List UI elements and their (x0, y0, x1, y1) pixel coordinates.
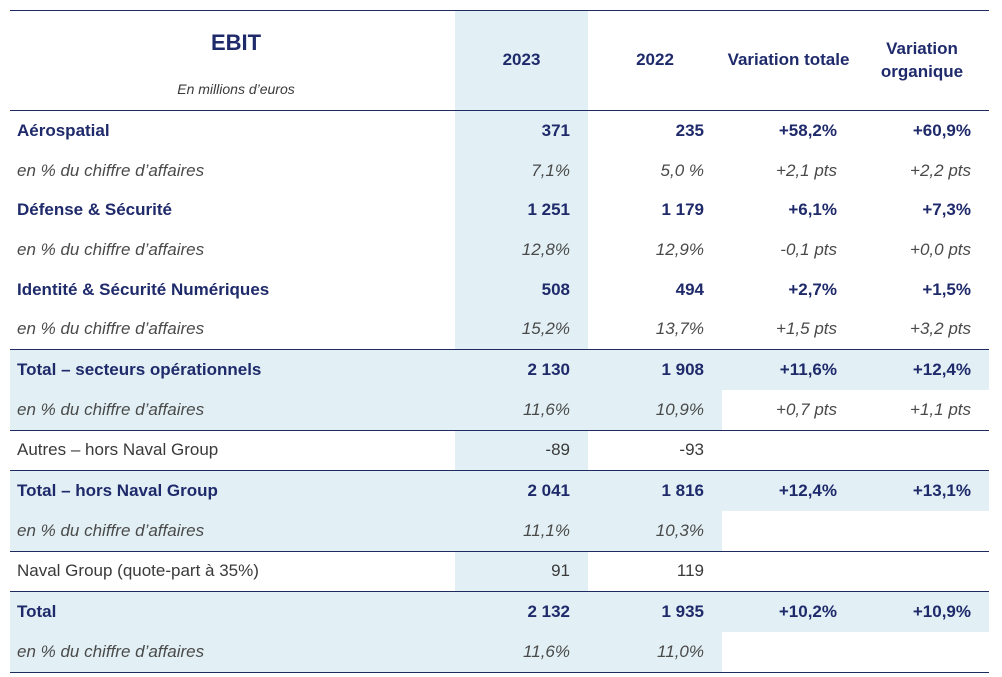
value-2023-cell: 11,6% (455, 389, 588, 430)
value-2023-cell: 91 (455, 550, 588, 592)
value-2023-cell: 11,6% (455, 631, 588, 673)
value-2022-cell: 119 (588, 550, 722, 592)
table-header-row: EBIT En millions d’euros 2023 2022 Varia… (10, 10, 989, 111)
variation-organique-cell (855, 429, 989, 471)
table-row: Autres – hors Naval Group -89 -93 (10, 429, 989, 471)
value-2023-cell: 508 (455, 269, 588, 310)
variation-totale-cell: +2,1 pts (776, 160, 837, 180)
variation-totale-cell: +11,6% (722, 349, 855, 390)
variation-organique-cell (855, 550, 989, 592)
row-label: en % du chiffre d’affaires (17, 319, 205, 339)
variation-organique-cell: +60,9% (912, 120, 971, 140)
value-2022-cell: -93 (588, 429, 722, 471)
row-label: Naval Group (quote-part à 35%) (10, 550, 455, 592)
row-label: en % du chiffre d’affaires (10, 510, 455, 552)
variation-organique-cell: +13,1% (855, 470, 989, 511)
variation-totale-cell: -0,1 pts (780, 239, 837, 259)
total-row: Total 2 132 1 935 +10,2% +10,9% (10, 591, 989, 632)
column-header-variation-totale: Variation totale (722, 10, 855, 111)
variation-organique-cell: +1,5% (922, 279, 971, 299)
row-label: Total – hors Naval Group (10, 470, 455, 511)
header-label-cell: EBIT En millions d’euros (10, 10, 455, 111)
row-label: Total – secteurs opérationnels (10, 349, 455, 390)
variation-organique-cell (855, 631, 989, 673)
value-2022-cell: 1 908 (588, 349, 722, 390)
table-title: EBIT (210, 30, 262, 55)
value-2023-cell: 2 041 (455, 470, 588, 511)
row-label: en % du chiffre d’affaires (10, 631, 455, 673)
row-label: Défense & Sécurité (17, 200, 172, 220)
value-2022-cell: 494 (675, 279, 704, 299)
pct-row: en % du chiffre d’affaires 11,6% 11,0% (10, 631, 989, 673)
variation-organique-cell (855, 511, 989, 551)
variation-totale-cell: +0,7 pts (776, 399, 837, 419)
variation-organique-cell: +0,0 pts (910, 239, 971, 259)
value-2022-cell: 1 935 (588, 591, 722, 632)
variation-totale-cell: +10,2% (722, 591, 855, 632)
total-row: Total – secteurs opérationnels 2 130 1 908… (10, 349, 989, 390)
value-2022-cell: 1 816 (588, 470, 722, 511)
row-label: Total (10, 591, 455, 632)
variation-totale-cell: +6,1% (788, 200, 837, 220)
variation-totale-cell (722, 429, 855, 471)
variation-totale-cell (722, 511, 855, 551)
variation-organique-cell: +10,9% (855, 591, 989, 632)
table-row: Défense & Sécurité 1 251 1 179 +6,1% +7,3% (10, 190, 989, 231)
value-2023-cell: -89 (455, 429, 588, 471)
column-header-variation-organique: Variation organique (855, 10, 989, 111)
value-2023-cell: 2 132 (455, 591, 588, 632)
variation-organique-cell: +2,2 pts (910, 160, 971, 180)
row-label: Identité & Sécurité Numériques (17, 279, 270, 299)
variation-organique-cell: +7,3% (922, 200, 971, 220)
variation-totale-cell: +58,2% (778, 120, 837, 140)
value-2022-cell: 12,9% (655, 239, 704, 259)
unit-label: En millions d’euros (177, 80, 295, 97)
row-label: Autres – hors Naval Group (10, 429, 455, 471)
value-2023-cell: 1 251 (455, 190, 588, 231)
value-2023-cell: 2 130 (455, 349, 588, 390)
total-row: Total – hors Naval Group 2 041 1 816 +12,4%… (10, 470, 989, 511)
table-row: Identité & Sécurité Numériques 508 494 +2,7… (10, 269, 989, 310)
pct-row: en % du chiffre d’affaires 12,8% 12,9% -0,1… (10, 230, 989, 270)
ebit-table: EBIT En millions d’euros 2023 2022 Varia… (10, 10, 989, 673)
variation-totale-cell: +12,4% (722, 470, 855, 511)
value-2023-cell: 15,2% (455, 309, 588, 350)
pct-row: en % du chiffre d’affaires 11,6% 10,9% +0,7… (10, 389, 989, 430)
pct-row: en % du chiffre d’affaires 11,1% 10,3% (10, 510, 989, 552)
row-label: Aérospatial (17, 120, 110, 140)
value-2022-cell: 235 (675, 120, 704, 140)
variation-organique-cell: +12,4% (855, 349, 989, 390)
table-row: Aérospatial 371 235 +58,2% +60,9% (10, 110, 989, 151)
pct-row: en % du chiffre d’affaires 7,1% 5,0 % +2,1 … (10, 150, 989, 191)
value-2022-cell: 5,0 % (660, 160, 704, 180)
row-label: en % du chiffre d’affaires (17, 160, 205, 180)
value-2022-cell: 1 179 (661, 200, 704, 220)
value-2023-cell: 12,8% (455, 230, 588, 270)
variation-totale-cell: +1,5 pts (776, 319, 837, 339)
pct-row: en % du chiffre d’affaires 15,2% 13,7% +1,5… (10, 309, 989, 350)
table-row: Naval Group (quote-part à 35%) 91 119 (10, 550, 989, 592)
variation-totale-cell (722, 550, 855, 592)
variation-organique-cell: +1,1 pts (910, 399, 971, 419)
value-2022-cell: 13,7% (655, 319, 704, 339)
row-label: en % du chiffre d’affaires (10, 389, 455, 430)
value-2023-cell: 7,1% (455, 150, 588, 191)
column-header-2022: 2022 (588, 10, 722, 111)
table-body: Aérospatial 371 235 +58,2% +60,9% en % du chi… (10, 110, 989, 673)
value-2022-cell: 11,0% (588, 631, 722, 673)
variation-totale-cell: +2,7% (788, 279, 837, 299)
variation-totale-cell (722, 631, 855, 673)
value-2022-cell: 10,9% (588, 389, 722, 430)
variation-organique-cell: +3,2 pts (910, 319, 971, 339)
row-label: en % du chiffre d’affaires (17, 239, 205, 259)
value-2023-cell: 11,1% (455, 510, 588, 552)
value-2023-cell: 371 (455, 110, 588, 151)
value-2022-cell: 10,3% (588, 510, 722, 552)
column-header-2023: 2023 (455, 10, 588, 111)
